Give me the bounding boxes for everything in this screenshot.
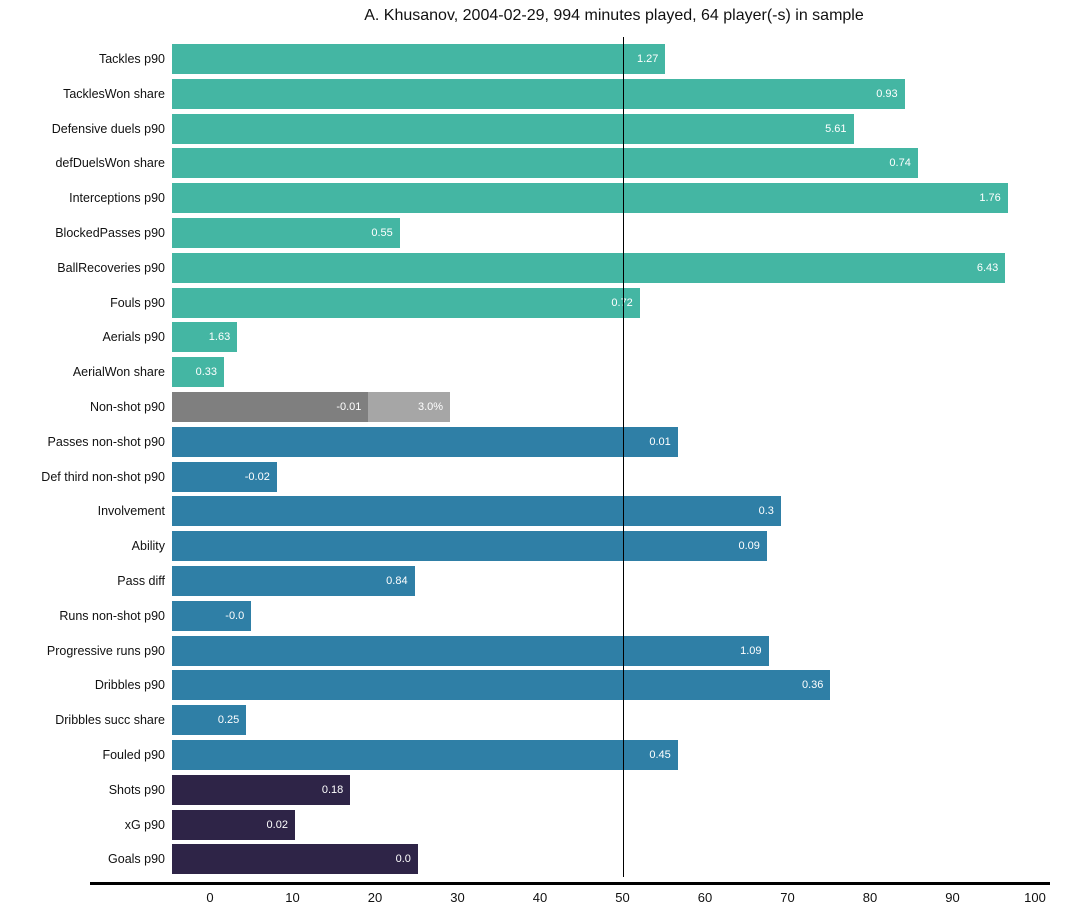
y-axis-label: defDuelsWon share (55, 156, 165, 171)
bar-segment: -0.0 (172, 600, 252, 631)
x-axis-tick-label: 40 (532, 890, 548, 905)
bar-value-label: -0.01 (336, 401, 362, 413)
x-axis-tick-label: 100 (1024, 890, 1046, 905)
bar-segment: 0.55 (172, 218, 400, 248)
bar-value-label: 0.0 (395, 853, 411, 866)
bar-segment: 1.63 (172, 322, 238, 353)
bar-segment: 0.3 (172, 496, 781, 527)
y-axis-label: Pass diff (117, 574, 165, 588)
bar-segment: -0.02 (172, 461, 277, 492)
y-axis-label: Non-shot p90 (89, 400, 165, 414)
x-axis-tick-label: 30 (450, 890, 465, 905)
y-axis-label: Dribbles p90 (94, 678, 165, 693)
bar-value-label: 0.45 (649, 749, 671, 761)
bar-value-label: 0.09 (738, 540, 760, 553)
bar-segment: 0.01 (172, 426, 678, 457)
y-axis-label: Aerials p90 (102, 330, 165, 345)
bar-value-label: 0.72 (611, 288, 632, 318)
y-axis-label: Involvement (97, 504, 165, 519)
bar-segment: -0.01 (172, 392, 369, 422)
bar-segment: 0.72 (172, 287, 640, 318)
bar-value-label: 3.0% (417, 401, 444, 413)
bar-segment: 0.36 (172, 670, 831, 701)
bar-segment: 1.76 (172, 183, 1008, 214)
bar-value-label: 0.18 (321, 783, 344, 796)
y-axis-label: Fouled p90 (102, 748, 165, 762)
x-axis-tick-label: 10 (285, 890, 300, 905)
bar-value-label: 0.33 (195, 366, 218, 379)
bar-segment: 5.61 (172, 113, 854, 144)
bar-value-label: 1.09 (740, 644, 762, 657)
x-axis-tick-label: 20 (367, 890, 383, 905)
bar-segment: 0.84 (172, 566, 415, 596)
bar-segment: 1.27 (172, 44, 666, 74)
bar-value-label: -0.02 (244, 470, 270, 483)
y-axis-label: BlockedPasses p90 (55, 226, 165, 240)
x-axis-tick-label: 70 (780, 890, 795, 905)
bar-segment: 6.43 (172, 252, 1006, 283)
chart-title: A. Khusanov, 2004-02-29, 994 minutes pla… (364, 7, 864, 24)
reference-line-50th-percentile (622, 37, 624, 877)
y-axis-label: Fouls p90 (110, 295, 165, 310)
x-axis-tick-label: 60 (697, 890, 713, 905)
bar-value-label: 0.55 (371, 227, 393, 239)
bar-segment: 0.74 (172, 148, 918, 179)
y-axis-label: Shots p90 (108, 782, 165, 797)
bar-value-label: 1.76 (979, 192, 1001, 205)
x-axis-tick-label: 0 (206, 890, 214, 905)
bar-segment: 1.09 (172, 635, 769, 666)
y-axis-label: Runs non-shot p90 (59, 608, 165, 623)
bar-value-label: 0.02 (266, 818, 288, 831)
bar-segment: 0.09 (172, 531, 767, 562)
bar-segment: 0.45 (172, 740, 678, 770)
bar-segment: 0.0 (172, 844, 418, 875)
x-axis-tick-label: 80 (862, 890, 878, 905)
bar-segment: 0.25 (172, 705, 247, 736)
y-axis-label: Passes non-shot p90 (47, 434, 165, 449)
bar-segment: 0.02 (172, 809, 295, 840)
bar-value-label: 0.93 (876, 87, 898, 100)
y-axis-label: Defensive duels p90 (51, 121, 165, 136)
y-axis-label: BallRecoveries p90 (57, 260, 165, 275)
y-axis-label: Def third non-shot p90 (41, 469, 165, 484)
bar-segment: 0.18 (172, 774, 351, 805)
bar-segment: 0.93 (172, 78, 905, 109)
y-axis-label: Interceptions p90 (69, 191, 165, 206)
bar-segment: 0.33 (172, 357, 225, 388)
y-axis-label: Dribbles succ share (55, 713, 165, 728)
bar-value-label: 0.01 (649, 435, 671, 448)
x-axis-tick-label: 90 (945, 890, 960, 905)
bar-value-label: 6.43 (976, 261, 999, 274)
bar-segment: 3.0% (368, 392, 451, 422)
y-axis-label: Goals p90 (108, 852, 165, 867)
y-axis-label: xG p90 (124, 817, 165, 832)
bar-value-label: -0.0 (225, 609, 245, 622)
x-axis-line (90, 882, 1050, 885)
bar-value-label: 1.63 (208, 331, 231, 344)
y-axis-label: TacklesWon share (63, 86, 165, 101)
bar-value-label: 0.25 (217, 714, 240, 727)
bar-value-label: 0.84 (386, 575, 408, 587)
x-axis-tick-label: 50 (615, 890, 630, 905)
bar-value-label: 0.3 (758, 505, 774, 518)
bar-value-label: 5.61 (825, 122, 847, 135)
y-axis-label: AerialWon share (72, 365, 165, 380)
bar-value-label: 0.74 (889, 157, 911, 170)
y-axis-label: Tackles p90 (98, 52, 165, 66)
bar-value-label: 0.36 (801, 679, 824, 692)
y-axis-label: Progressive runs p90 (46, 643, 165, 658)
y-axis-label: Ability (131, 539, 165, 554)
bar-value-label: 1.27 (636, 53, 659, 65)
